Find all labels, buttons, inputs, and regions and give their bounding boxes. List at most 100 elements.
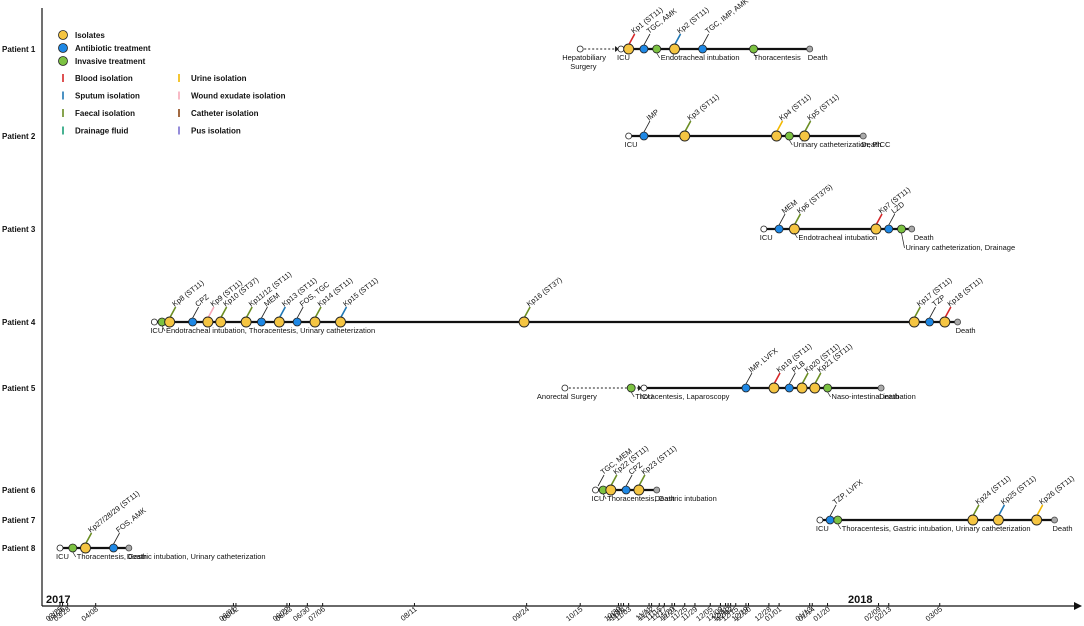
event-leader-line (278, 306, 287, 319)
icu-admission-marker (760, 225, 768, 233)
event-leader-line (673, 33, 682, 46)
axis-date-label: 04/08 (80, 604, 100, 623)
event-leader-line (778, 213, 786, 226)
event-label: IMP, LVFX (747, 346, 780, 374)
axis-date-label: 10/15 (564, 604, 584, 623)
death-marker (1051, 516, 1058, 524)
below-label: Anorectal Surgery (537, 392, 597, 401)
event-label: Kp3 (ST11) (685, 92, 721, 123)
legend-source-label: Catheter isolation (191, 109, 259, 118)
isolate-marker (335, 316, 346, 328)
event-leader-line (775, 120, 784, 133)
invasive-marker (749, 44, 758, 54)
below-label: Endotracheal intubation (661, 53, 740, 62)
isolate-symbol (58, 30, 68, 40)
below-label: Death (879, 392, 899, 401)
event-leader-line (793, 213, 802, 226)
below-leader-line (656, 52, 661, 59)
legend-antibiotic: Antibiotic treatment (75, 44, 151, 53)
antibiotic-symbol (58, 43, 68, 53)
legend-source-label: Faecal isolation (75, 109, 135, 118)
below-leader-line (161, 325, 166, 332)
isolate-marker (908, 316, 920, 328)
below-label: Death (861, 140, 881, 149)
antibiotic-marker (884, 224, 894, 234)
below-leader-line (827, 391, 831, 398)
legend: Isolates Antibiotic treatment Invasive tre… (58, 30, 286, 136)
antibiotic-marker (925, 317, 934, 327)
below-label: Endotracheal intubation (798, 233, 877, 242)
event-leader-line (296, 306, 304, 319)
invasive-marker (626, 383, 636, 393)
isolate-marker (633, 484, 645, 496)
event-leader-line (814, 372, 822, 385)
below-label: Endotracheal intubation, Thoracentesis, … (166, 326, 375, 335)
isolate-marker (809, 382, 821, 394)
below-label: Death (808, 53, 828, 62)
below-label: ICU (592, 494, 605, 503)
axis-date-label: 09/24 (511, 604, 531, 623)
death-marker (653, 486, 661, 494)
below-label: Thoracentesis (754, 53, 801, 62)
event-leader-line (638, 474, 646, 487)
antibiotic-marker (257, 317, 266, 327)
isolate-marker (788, 223, 800, 235)
isolate-marker (799, 130, 811, 142)
legend-source-label: Pus isolation (191, 127, 241, 136)
event-leader-line (702, 33, 709, 46)
event-label: Kp26 (ST11) (1037, 473, 1076, 506)
year-2018-label: 2018 (848, 594, 872, 606)
below-label: Naso-intestinal intubation (832, 392, 916, 401)
death-marker (954, 318, 961, 326)
invasive-marker (897, 224, 906, 234)
icu-admission-marker (640, 384, 648, 392)
antibiotic-marker (774, 224, 784, 234)
death-marker (125, 544, 133, 552)
pre-icu-arrowhead (615, 46, 619, 52)
event-leader-line (261, 306, 268, 319)
antibiotic-marker (741, 383, 751, 393)
below-label: Death (127, 552, 147, 561)
below-leader-line (901, 232, 905, 249)
event-leader-line (84, 532, 93, 545)
event-leader-line (627, 33, 636, 46)
icu-admission-marker (816, 516, 824, 524)
below-label: Hepatobiliary (562, 53, 606, 62)
event-leader-line (523, 306, 531, 319)
isolate-marker (870, 223, 882, 235)
axis-date-label: 03/05 (924, 604, 944, 623)
death-marker (806, 45, 814, 53)
event-label: CPZ (193, 292, 211, 309)
icu-admission-marker (56, 544, 64, 552)
below-label: Death (956, 326, 976, 335)
isolate-marker (679, 130, 691, 142)
event-leader-line (745, 372, 753, 385)
axis-date-label: 08/11 (399, 604, 419, 622)
isolate-marker (80, 542, 91, 554)
below-label: Thoracentesis, Gastric intubation, Urina… (842, 524, 1031, 533)
below-label: ICU (625, 140, 638, 149)
patient-label: Patient 1 (2, 45, 36, 54)
event-leader-line (192, 306, 199, 319)
patient-label: Patient 2 (2, 132, 36, 141)
invasive-marker (823, 383, 832, 393)
event-leader-line (643, 33, 651, 46)
event-leader-line (773, 372, 781, 385)
event-leader-line (684, 120, 692, 133)
event-leader-line (643, 120, 651, 133)
event-leader-line (168, 306, 177, 319)
icu-admission-marker (617, 45, 625, 53)
patient-label: Patient 4 (2, 318, 36, 327)
icu-admission-marker (625, 132, 633, 140)
isolate-marker (992, 514, 1004, 526)
isolate-marker (240, 316, 252, 328)
legend-source-label: Wound exudate isolation (191, 92, 286, 101)
event-leader-line (913, 306, 921, 319)
